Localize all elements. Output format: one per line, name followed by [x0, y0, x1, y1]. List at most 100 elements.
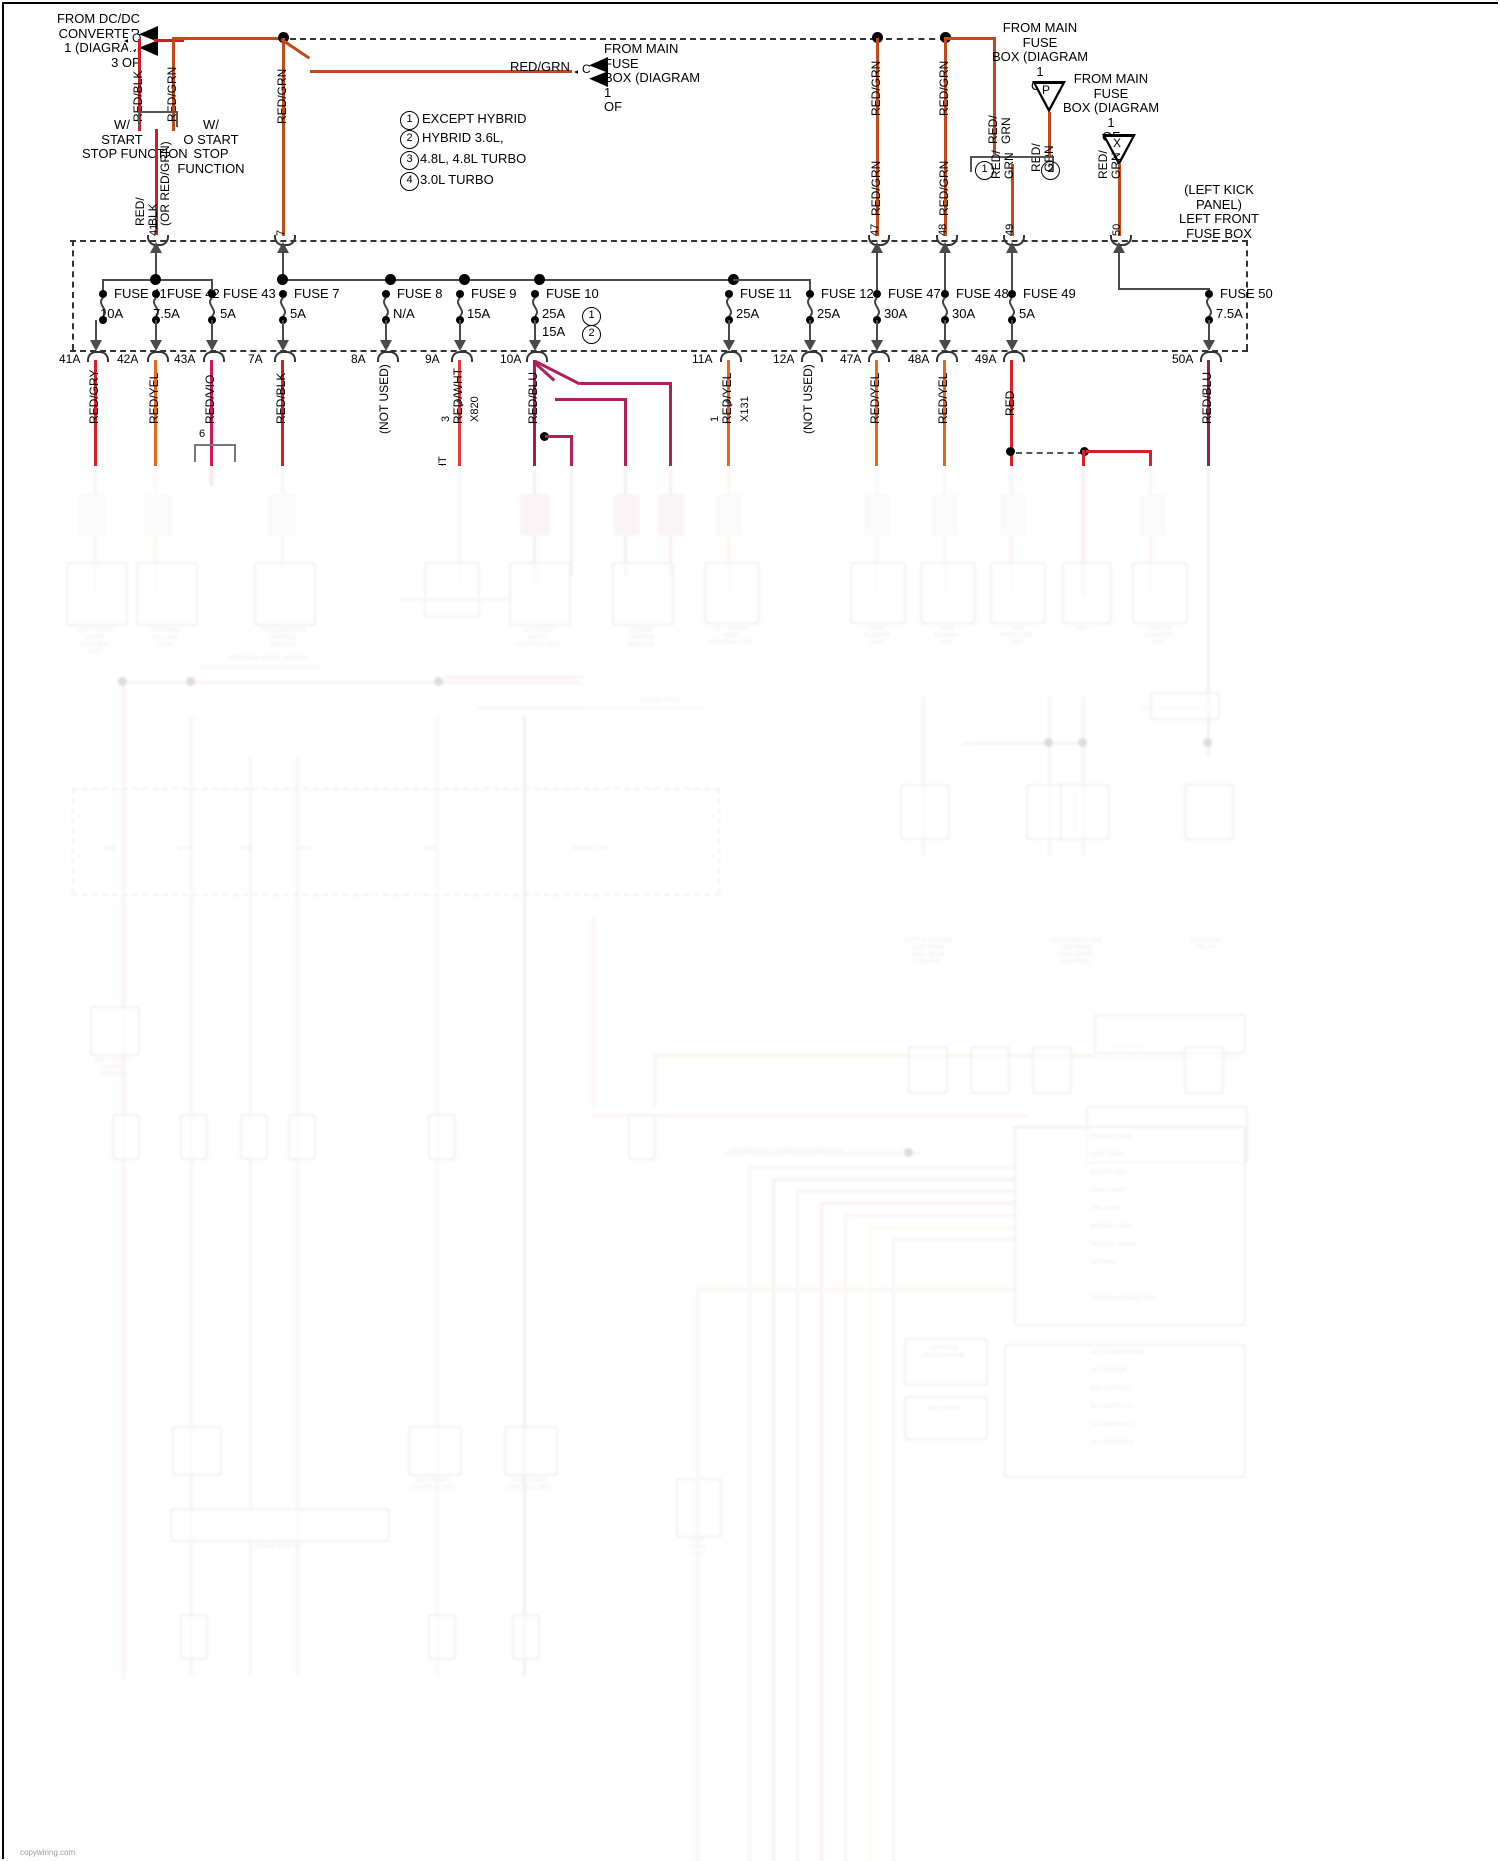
lower-subbox-right [718, 788, 720, 894]
fusebox-right-border [1246, 240, 1248, 350]
brace-startstop-left [138, 111, 178, 127]
right-cluster-label: CONNECTOR / HARNESS CONNECTOR [730, 1148, 843, 1154]
component-label-3: TRANSMISSION CONTROL MODULE [260, 628, 306, 648]
component-box-11 [1062, 562, 1112, 624]
bus-dot-7 [277, 274, 288, 285]
fuse-symbol-43 [205, 290, 219, 324]
subbox-label-1: GND [103, 846, 117, 852]
wire-49-branch-h [1086, 450, 1152, 453]
fuse-symbol-12 [803, 290, 817, 324]
fuse-out-arrow-48 [939, 340, 951, 351]
bus-dot-42 [150, 274, 161, 285]
fuse-symbol-8 [379, 290, 393, 324]
out-pin-7A: 7A [248, 352, 263, 366]
right-list-box2 [1004, 1344, 1246, 1478]
splice-10-diag1 [534, 360, 581, 386]
splice-10-h3 [545, 435, 573, 438]
connector-hatch-8 [864, 494, 890, 536]
out-pin-9A: 9A [425, 352, 440, 366]
out-wire-label-9A: RED/WHT [451, 368, 465, 424]
harness-wire-8 [696, 1288, 699, 1861]
lower-subbox-top [72, 788, 720, 790]
mid-conn-6 [628, 1114, 656, 1160]
component-box-12 [1132, 562, 1188, 624]
fuse-rating-10: 25A [542, 306, 566, 321]
fuse-out-arrow-7 [277, 340, 289, 351]
harness-wire-7 [892, 1238, 895, 1861]
branch-49-marker-2: 2 [1041, 161, 1060, 180]
wire-49-merged [1011, 164, 1014, 236]
pin-stem-47 [876, 252, 878, 292]
mid-comp-4 [1184, 1046, 1224, 1094]
splice-10-v2 [624, 398, 627, 474]
wire-label-48-lower: RED/GRN [937, 160, 951, 216]
component-box-8 [850, 562, 906, 624]
lower-bus-v6 [523, 716, 526, 1676]
component-label-5: OCCUPANT SAFETY CONTROL UNIT [516, 628, 562, 648]
dash-bracket-43-l [194, 444, 196, 462]
out-wire-48A [943, 360, 946, 474]
note-marker-2: 2 [400, 130, 419, 149]
right-small-label2: RELAY BOX [927, 1406, 961, 1412]
out-wire-50A [1207, 360, 1210, 474]
connector-hatch-10 [1000, 494, 1026, 536]
fuse-name-10: FUSE 10 [546, 286, 599, 301]
right-list2-label-5: AUX SWITCH 3 [1090, 1422, 1133, 1428]
out-pin-42A: 42A [117, 352, 139, 366]
fuse-out-arrow-12 [804, 340, 816, 351]
out-pin-49A: 49A [975, 352, 997, 366]
connector-letter-o: O [132, 31, 142, 45]
fuse-rating-42: 7.5A [153, 306, 180, 321]
out-cup-8 [377, 351, 399, 362]
wire-label-47-lower: RED/GRN [869, 160, 883, 216]
mid-h-4 [200, 666, 320, 669]
lower-component-5 [170, 1508, 390, 1542]
fuse-out-stem-48 [944, 320, 946, 342]
out-wire-7A [281, 360, 284, 474]
fusebox-top-border [70, 240, 1248, 242]
right-list-label-7: TRAILER BRAKE [1090, 1242, 1138, 1248]
mid-conn-3 [240, 1114, 268, 1160]
branch-49-marker-1: 1 [975, 161, 994, 180]
fuse-out-stem-11 [728, 320, 730, 342]
lower-schematic-faded-section: LEFT FRONT DOOR CONTROL UNIT STEERING CO… [4, 466, 1500, 1861]
mid-conn-1 [112, 1114, 140, 1160]
harness-h-4 [820, 1202, 1014, 1205]
fuse-out-arrow-49 [1006, 340, 1018, 351]
fuse-out-stem-49 [1011, 320, 1013, 342]
harness-h-10 [592, 1114, 1028, 1117]
mid-comp-3 [1032, 1046, 1072, 1094]
right-comp-label-2: RIGHT HEADLAMP LOW BEAM HIGH BEAM CONTRO… [1049, 938, 1103, 965]
right-list-label-8: GROUND [1090, 1260, 1117, 1266]
out-wire-label-10A: RED/BLU [526, 371, 540, 424]
lower-component-3 [408, 1426, 462, 1476]
connector-hatch-2 [144, 494, 172, 536]
mid-h-2 [584, 706, 704, 709]
out-pin-48A: 48A [908, 352, 930, 366]
fuse-out-stem-43 [211, 320, 213, 342]
wire-7-redgrn [282, 38, 285, 236]
pin-50-bus-h [1118, 288, 1210, 290]
wire-label-41-merged: RED/ BLK (OR RED/GRN) [133, 141, 173, 226]
component-box-5 [509, 562, 571, 626]
bus-dot-8 [385, 274, 396, 285]
fuse-out-stem-12 [809, 320, 811, 342]
component-label-6: ENGINE CONTROL MODULE [626, 628, 656, 648]
out-cup-43 [203, 351, 225, 362]
out-wire-9A [458, 360, 461, 474]
subbox-label-2: GND [177, 846, 191, 852]
component-box-7 [704, 562, 760, 624]
fuse-out-arrow-43 [206, 340, 218, 351]
connector-hatch-5 [614, 494, 640, 536]
right-list-label-6: BACKUP LAMP [1090, 1224, 1133, 1230]
lower-bus-v5 [436, 716, 439, 1676]
dash-bracket-43-h [194, 444, 236, 446]
fuse-name-11: FUSE 11 [740, 286, 792, 301]
harness-wire-6 [868, 1226, 871, 1861]
out-wire-label-12A: (NOT USED) [801, 364, 815, 434]
out-wire-label-50A: RED/BLU [1200, 371, 1214, 424]
right-list-label-1: TRAILER TOW [1090, 1134, 1131, 1140]
fuse-out-arrow-10 [529, 340, 541, 351]
wire-label-48-upper: RED/GRN [937, 60, 951, 116]
bus-bar-11-12 [733, 279, 811, 281]
